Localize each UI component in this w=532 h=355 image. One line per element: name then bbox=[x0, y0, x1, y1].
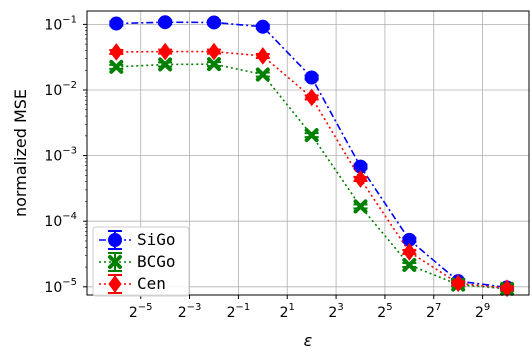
marker-x bbox=[402, 257, 417, 272]
marker-diamond bbox=[108, 275, 122, 293]
series-cen bbox=[109, 42, 515, 298]
x-tick-label: 2−1 bbox=[227, 302, 251, 321]
x-tick-label: 21 bbox=[280, 302, 295, 321]
marker-circle bbox=[304, 70, 319, 85]
y-tick-label: 10−4 bbox=[44, 211, 77, 230]
legend-label: BCGo bbox=[137, 252, 176, 271]
marker-x bbox=[206, 57, 221, 72]
x-tick-label: 2−3 bbox=[178, 302, 202, 321]
marker-diamond bbox=[402, 243, 416, 261]
legend: SiGo BCGo Cen bbox=[92, 226, 190, 297]
x-tick-exponent: −1 bbox=[235, 302, 250, 313]
marker-x bbox=[158, 57, 173, 72]
y-tick-label: 10−1 bbox=[44, 14, 77, 33]
marker-x bbox=[108, 255, 122, 269]
marker-x bbox=[255, 67, 270, 82]
legend-item-cen: Cen bbox=[99, 274, 166, 294]
y-tick-label: 10−2 bbox=[44, 80, 77, 99]
legend-item-sigo: SiGo bbox=[99, 230, 176, 250]
x-tick-label: 29 bbox=[475, 302, 490, 321]
y-tick-exponent: −4 bbox=[62, 211, 77, 222]
marker-circle bbox=[109, 16, 124, 31]
x-tick-exponent: 9 bbox=[484, 302, 490, 313]
x-tick-label: 23 bbox=[328, 302, 343, 321]
ticks: 2−5 2−3 2−1 21 23 25 27 29 10−1 10−2 10−3 10−4 10−5 bbox=[44, 14, 490, 321]
marker-x bbox=[304, 128, 319, 143]
x-tick-exponent: 5 bbox=[386, 302, 392, 313]
x-tick-exponent: 3 bbox=[337, 302, 343, 313]
marker-x bbox=[353, 199, 368, 214]
x-tick-exponent: −3 bbox=[187, 302, 202, 313]
marker-circle bbox=[206, 15, 221, 30]
marker-circle bbox=[108, 233, 122, 247]
y-tick-label: 10−5 bbox=[44, 277, 77, 296]
x-tick-exponent: 1 bbox=[289, 302, 295, 313]
marker-circle bbox=[255, 19, 270, 34]
legend-label: Cen bbox=[137, 274, 166, 293]
plot-frame bbox=[86, 10, 530, 296]
x-tick-label: 27 bbox=[426, 302, 441, 321]
x-tick-label: 25 bbox=[377, 302, 392, 321]
marker-diamond bbox=[353, 170, 368, 188]
x-tick-label: 2−5 bbox=[129, 302, 153, 321]
marker-circle bbox=[158, 15, 173, 30]
marker-diamond bbox=[451, 274, 465, 293]
y-tick-exponent: −2 bbox=[62, 80, 77, 91]
series-layer bbox=[109, 15, 515, 298]
marker-diamond bbox=[158, 42, 172, 61]
series-line bbox=[116, 21, 508, 289]
x-tick-exponent: −5 bbox=[138, 302, 153, 313]
y-tick-label: 10−3 bbox=[44, 146, 77, 165]
marker-diamond bbox=[109, 43, 123, 61]
y-axis-label: normalized MSE bbox=[11, 89, 30, 217]
y-tick-exponent: −5 bbox=[62, 277, 77, 288]
legend-label: SiGo bbox=[137, 230, 176, 249]
marker-diamond bbox=[256, 47, 270, 65]
marker-diamond bbox=[207, 42, 221, 61]
marker-diamond bbox=[305, 88, 319, 107]
marker-diamond bbox=[500, 279, 514, 298]
y-tick-exponent: −3 bbox=[62, 146, 77, 157]
y-tick-exponent: −1 bbox=[62, 14, 77, 25]
marker-x bbox=[109, 59, 124, 74]
x-axis-label: ε bbox=[304, 331, 313, 350]
legend-item-bcgo: BCGo bbox=[99, 252, 176, 272]
x-tick-exponent: 7 bbox=[435, 302, 441, 313]
